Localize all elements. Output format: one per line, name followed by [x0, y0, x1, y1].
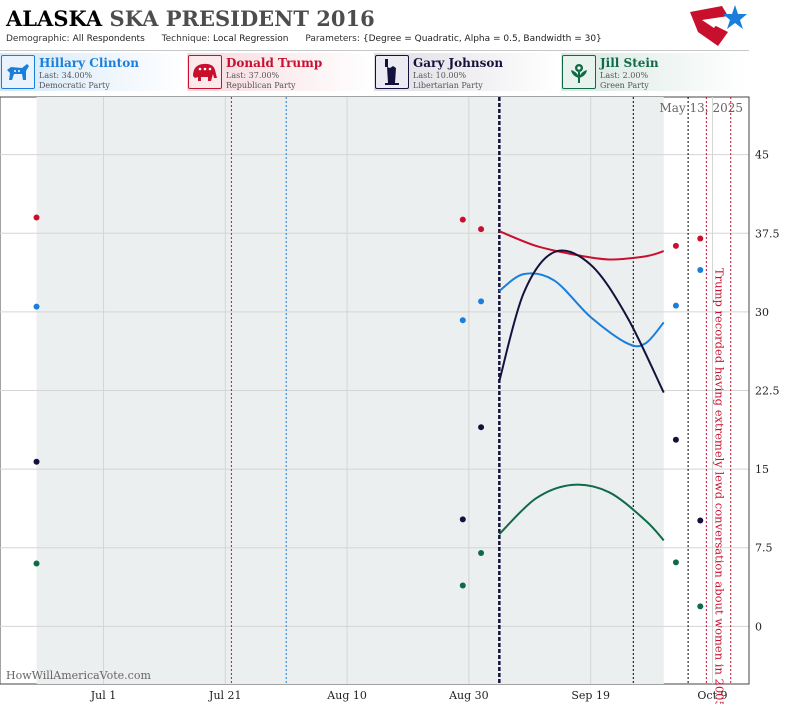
elephant-icon [188, 55, 222, 89]
data-point [459, 516, 466, 523]
title-rest: SKA PRESIDENT 2016 [109, 6, 375, 31]
y-tick-label: 22.5 [755, 385, 780, 398]
x-tick-label: Oct 9 [697, 689, 727, 702]
trend-line [498, 249, 665, 394]
title-state: ALASKA [6, 6, 103, 31]
candidate-name: Gary Johnson [413, 56, 504, 70]
parameters-label: Parameters: [305, 34, 360, 44]
technique-label: Technique: [161, 34, 211, 44]
candidate-stein[interactable]: Jill Stein Last: 2.00% Green Party [561, 53, 746, 91]
event-annotation: Trump recorded having extremely lewd con… [712, 268, 726, 704]
data-point [478, 298, 485, 305]
candidate-party: Green Party [600, 81, 649, 90]
data-point [672, 559, 679, 566]
x-tick-label: Jul 21 [208, 689, 242, 702]
trend-line [498, 230, 665, 261]
x-tick-label: Aug 10 [326, 689, 367, 702]
data-point [459, 582, 466, 589]
candidate-last: Last: 10.00% [413, 71, 467, 80]
data-point [697, 235, 704, 242]
y-tick-label: 45 [755, 149, 769, 162]
candidate-name: Jill Stein [600, 56, 659, 70]
parameters-value: {Degree = Quadratic, Alpha = 0.5, Bandwi… [362, 34, 602, 44]
star-logo-icon [690, 5, 747, 46]
technique-value: Local Regression [213, 34, 289, 44]
donkey-icon [1, 55, 35, 89]
trend-line [498, 272, 665, 348]
data-point [672, 436, 679, 443]
data-point [33, 303, 40, 310]
y-tick-label: 30 [755, 306, 769, 319]
parameters-line: Demographic: All Respondents Technique: Lo… [6, 34, 616, 44]
candidate-party: Republican Party [226, 81, 296, 90]
candidate-last: Last: 34.00% [39, 71, 93, 80]
data-point [478, 549, 485, 556]
data-point [33, 560, 40, 567]
candidate-last: Last: 37.00% [226, 71, 280, 80]
data-point [478, 226, 485, 233]
x-tick-label: Aug 30 [448, 689, 489, 702]
candidate-last: Last: 2.00% [600, 71, 649, 80]
candidate-name: Donald Trump [226, 56, 323, 70]
data-point [697, 266, 704, 273]
candidate-party: Democratic Party [39, 81, 110, 90]
candidate-legend: Hillary Clinton Last: 34.00% Democratic … [0, 51, 749, 93]
data-point [697, 517, 704, 524]
page-title: ALASKA SKA PRESIDENT 2016 [6, 6, 375, 31]
demographic-value: All Respondents [72, 34, 145, 44]
data-point [459, 216, 466, 223]
candidate-name: Hillary Clinton [39, 56, 139, 70]
x-tick-label: Sep 19 [571, 689, 610, 702]
data-point [478, 424, 485, 431]
watermark: HowWillAmericaVote.com [6, 669, 151, 682]
statue-of-liberty-icon [375, 55, 409, 89]
candidate-party: Libertarian Party [413, 81, 483, 90]
data-point [672, 242, 679, 249]
x-tick-label: Jul 1 [90, 689, 117, 702]
candidate-trump[interactable]: Donald Trump Last: 37.00% Republican Par… [187, 53, 372, 91]
candidate-johnson[interactable]: Gary Johnson Last: 10.00% Libertarian Pa… [374, 53, 559, 91]
data-point [459, 317, 466, 324]
data-point [33, 458, 40, 465]
data-point [672, 302, 679, 309]
y-tick-label: 15 [755, 463, 769, 476]
flower-icon [562, 55, 596, 89]
candidate-clinton[interactable]: Hillary Clinton Last: 34.00% Democratic … [0, 53, 185, 91]
y-tick-label: 7.5 [755, 542, 773, 555]
header: ALASKA SKA PRESIDENT 2016 Demographic: Al… [0, 0, 749, 51]
y-tick-label: 0 [755, 620, 762, 633]
demographic-label: Demographic: [6, 34, 70, 44]
y-tick-label: 37.5 [755, 227, 780, 240]
data-point [33, 214, 40, 221]
data-point [697, 603, 704, 610]
date-label: May 13, 2025 [660, 101, 743, 115]
trend-line [498, 483, 665, 542]
